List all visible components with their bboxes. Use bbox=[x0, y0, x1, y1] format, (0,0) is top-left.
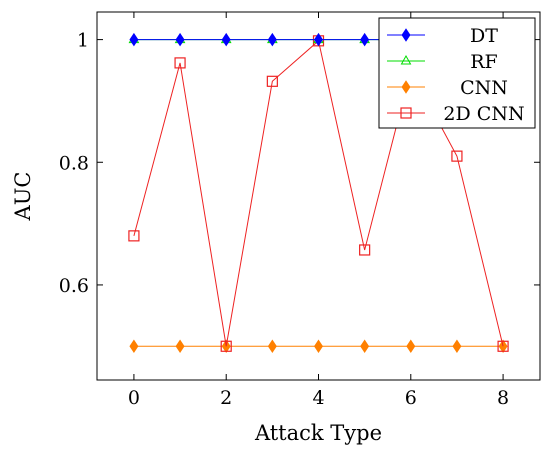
data-point bbox=[175, 339, 185, 353]
data-point bbox=[497, 340, 509, 352]
legend: DT RF CNN 2D CNN bbox=[378, 17, 536, 129]
legend-label: 2D CNN bbox=[443, 103, 524, 125]
data-point bbox=[359, 244, 371, 256]
legend-label: DT bbox=[470, 25, 498, 47]
legend-marker bbox=[401, 28, 411, 42]
x-tick-label: 2 bbox=[220, 387, 232, 409]
legend-item-rf: RF bbox=[387, 51, 498, 73]
data-point bbox=[129, 32, 139, 47]
legend-marker bbox=[400, 107, 412, 119]
legend-marker bbox=[400, 54, 412, 65]
data-point bbox=[451, 150, 463, 162]
data-point bbox=[360, 339, 370, 353]
y-tick-label: 1 bbox=[77, 30, 89, 52]
data-point bbox=[174, 57, 186, 69]
axes-layer: 0 2 4 6 8 0.6 0.8 1 bbox=[59, 12, 540, 409]
data-point bbox=[220, 340, 232, 352]
y-tick-label: 0.8 bbox=[59, 152, 89, 174]
legend-item-dt: DT bbox=[387, 25, 498, 47]
x-tick-label: 0 bbox=[128, 387, 140, 409]
data-point bbox=[452, 339, 462, 353]
legend-item-cnn: CNN bbox=[387, 77, 508, 99]
data-point bbox=[314, 32, 323, 47]
x-tick-label: 8 bbox=[497, 387, 509, 409]
legend-label: RF bbox=[470, 51, 498, 73]
legend-item-2d-cnn: 2D CNN bbox=[387, 103, 525, 125]
data-point bbox=[221, 32, 231, 47]
legend-marker bbox=[401, 80, 411, 94]
data-point bbox=[267, 339, 277, 353]
x-axis-label: Attack Type bbox=[254, 421, 382, 445]
x-tick-label: 6 bbox=[405, 387, 417, 409]
data-point bbox=[314, 339, 323, 353]
data-point bbox=[175, 32, 185, 47]
data-point bbox=[406, 339, 416, 353]
data-point bbox=[360, 32, 370, 47]
y-tick-label: 0.6 bbox=[59, 275, 89, 297]
data-point bbox=[267, 32, 277, 47]
data-point bbox=[266, 75, 278, 87]
series-cnn bbox=[129, 339, 508, 353]
x-tick-label: 4 bbox=[312, 387, 324, 409]
data-point bbox=[128, 230, 140, 242]
y-axis-label: AUC bbox=[11, 172, 35, 222]
legend-label: CNN bbox=[460, 77, 508, 99]
data-point bbox=[129, 339, 139, 353]
